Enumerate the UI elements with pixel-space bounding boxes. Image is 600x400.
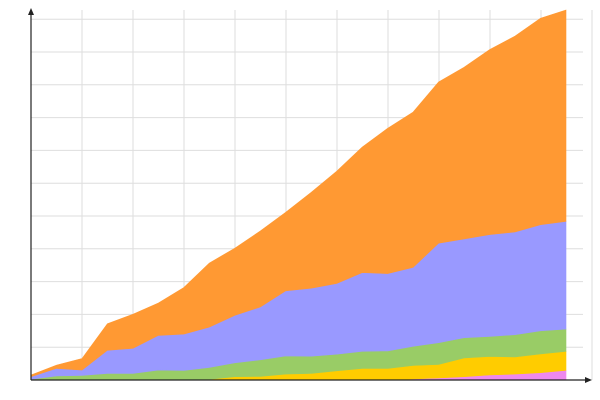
chart-axes [28,8,592,383]
area-series-5 [30,9,567,378]
chart-areas [30,9,567,381]
y-axis-arrow-icon [28,8,34,15]
x-axis-arrow-icon [585,377,592,383]
